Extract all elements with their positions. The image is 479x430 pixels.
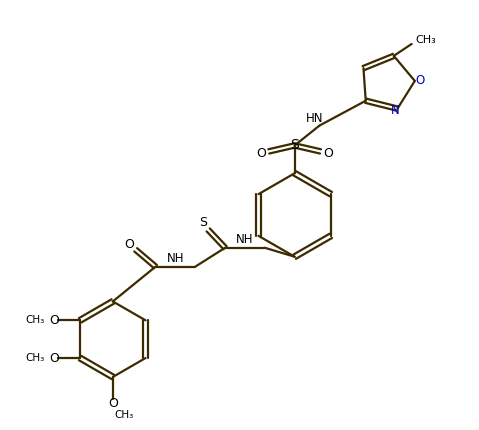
Text: CH₃: CH₃ — [415, 35, 436, 45]
Text: NH: NH — [236, 233, 254, 246]
Text: N: N — [391, 104, 400, 117]
Text: S: S — [199, 216, 207, 230]
Text: O: O — [256, 147, 266, 160]
Text: HN: HN — [306, 112, 323, 125]
Text: O: O — [49, 352, 59, 365]
Text: CH₃: CH₃ — [25, 353, 45, 363]
Text: O: O — [124, 238, 134, 251]
Text: CH₃: CH₃ — [25, 315, 45, 326]
Text: S: S — [290, 138, 299, 153]
Text: O: O — [415, 74, 424, 87]
Text: O: O — [323, 147, 333, 160]
Text: NH: NH — [167, 252, 184, 265]
Text: O: O — [108, 397, 118, 410]
Text: O: O — [49, 314, 59, 327]
Text: CH₃: CH₃ — [115, 410, 134, 420]
